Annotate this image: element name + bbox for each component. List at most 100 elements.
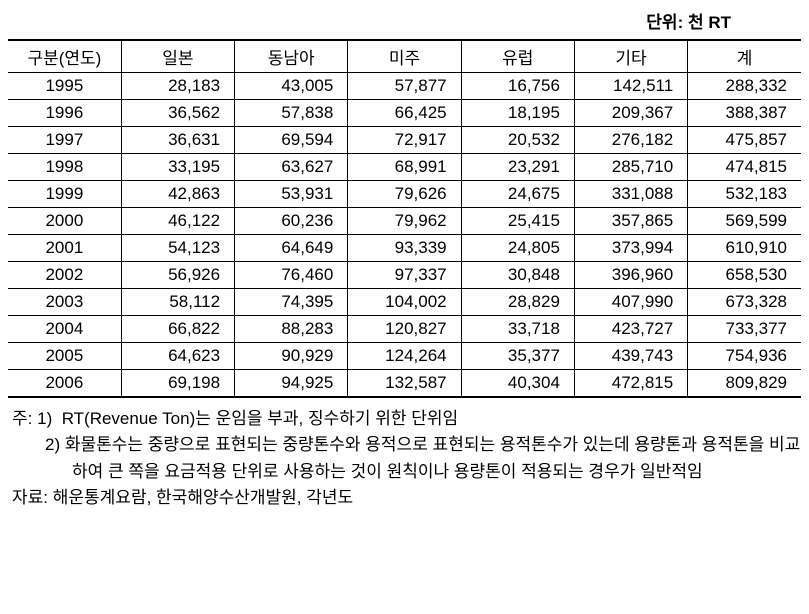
table-cell: 69,198 xyxy=(121,370,234,398)
table-cell: 36,562 xyxy=(121,100,234,127)
table-cell: 2004 xyxy=(8,316,121,343)
table-cell: 24,805 xyxy=(461,235,574,262)
table-cell: 474,815 xyxy=(688,154,801,181)
table-cell: 74,395 xyxy=(235,289,348,316)
table-cell: 57,838 xyxy=(235,100,348,127)
table-cell: 1997 xyxy=(8,127,121,154)
table-cell: 93,339 xyxy=(348,235,461,262)
table-cell: 33,718 xyxy=(461,316,574,343)
table-cell: 42,863 xyxy=(121,181,234,208)
footnote2-number: 2) xyxy=(45,435,60,454)
table-cell: 2002 xyxy=(8,262,121,289)
table-row: 199736,63169,59472,91720,532276,182475,8… xyxy=(8,127,801,154)
table-row: 200154,12364,64993,33924,805373,994610,9… xyxy=(8,235,801,262)
table-cell: 673,328 xyxy=(688,289,801,316)
table-cell: 1999 xyxy=(8,181,121,208)
table-row: 199636,56257,83866,42518,195209,367388,3… xyxy=(8,100,801,127)
table-cell: 472,815 xyxy=(574,370,687,398)
table-row: 200466,82288,283120,82733,718423,727733,… xyxy=(8,316,801,343)
table-cell: 58,112 xyxy=(121,289,234,316)
table-cell: 124,264 xyxy=(348,343,461,370)
footnote2-text: 화물톤수는 중량으로 표현되는 중량톤수와 용적으로 표현되는 용적톤수가 있는… xyxy=(65,435,800,480)
table-cell: 1996 xyxy=(8,100,121,127)
table-cell: 28,183 xyxy=(121,73,234,100)
table-cell: 423,727 xyxy=(574,316,687,343)
table-cell: 104,002 xyxy=(348,289,461,316)
table-row: 199833,19563,62768,99123,291285,710474,8… xyxy=(8,154,801,181)
table-cell: 120,827 xyxy=(348,316,461,343)
footnotes: 주: 1) RT(Revenue Ton)는 운임을 부과, 징수하기 위한 단… xyxy=(8,406,801,511)
table-cell: 809,829 xyxy=(688,370,801,398)
table-cell: 18,195 xyxy=(461,100,574,127)
col-header-japan: 일본 xyxy=(121,40,234,73)
table-cell: 357,865 xyxy=(574,208,687,235)
table-cell: 1998 xyxy=(8,154,121,181)
table-cell: 288,332 xyxy=(688,73,801,100)
table-cell: 475,857 xyxy=(688,127,801,154)
table-cell: 285,710 xyxy=(574,154,687,181)
table-cell: 43,005 xyxy=(235,73,348,100)
table-row: 200358,11274,395104,00228,829407,990673,… xyxy=(8,289,801,316)
table-cell: 142,511 xyxy=(574,73,687,100)
table-cell: 94,925 xyxy=(235,370,348,398)
table-cell: 331,088 xyxy=(574,181,687,208)
table-cell: 64,623 xyxy=(121,343,234,370)
table-cell: 16,756 xyxy=(461,73,574,100)
table-cell: 35,377 xyxy=(461,343,574,370)
source-prefix: 자료: xyxy=(12,488,48,507)
table-cell: 57,877 xyxy=(348,73,461,100)
table-cell: 532,183 xyxy=(688,181,801,208)
table-row: 199942,86353,93179,62624,675331,088532,1… xyxy=(8,181,801,208)
table-cell: 40,304 xyxy=(461,370,574,398)
table-cell: 28,829 xyxy=(461,289,574,316)
col-header-total: 계 xyxy=(688,40,801,73)
col-header-europe: 유럽 xyxy=(461,40,574,73)
table-cell: 754,936 xyxy=(688,343,801,370)
table-cell: 76,460 xyxy=(235,262,348,289)
table-cell: 60,236 xyxy=(235,208,348,235)
table-cell: 66,822 xyxy=(121,316,234,343)
table-cell: 72,917 xyxy=(348,127,461,154)
table-cell: 439,743 xyxy=(574,343,687,370)
table-cell: 209,367 xyxy=(574,100,687,127)
col-header-southeast-asia: 동남아 xyxy=(235,40,348,73)
table-cell: 46,122 xyxy=(121,208,234,235)
col-header-other: 기타 xyxy=(574,40,687,73)
unit-label: 단위: 천 RT xyxy=(8,8,801,33)
footnote-prefix: 주: xyxy=(12,409,32,428)
table-row: 200564,62390,929124,26435,377439,743754,… xyxy=(8,343,801,370)
table-cell: 88,283 xyxy=(235,316,348,343)
footnote1-text: RT(Revenue Ton)는 운임을 부과, 징수하기 위한 단위임 xyxy=(62,409,459,428)
table-cell: 97,337 xyxy=(348,262,461,289)
table-cell: 373,994 xyxy=(574,235,687,262)
cargo-table: 구분(연도) 일본 동남아 미주 유럽 기타 계 199528,18343,00… xyxy=(8,39,801,398)
table-cell: 396,960 xyxy=(574,262,687,289)
table-cell: 53,931 xyxy=(235,181,348,208)
table-cell: 407,990 xyxy=(574,289,687,316)
table-cell: 66,425 xyxy=(348,100,461,127)
table-row: 200669,19894,925132,58740,304472,815809,… xyxy=(8,370,801,398)
table-header-row: 구분(연도) 일본 동남아 미주 유럽 기타 계 xyxy=(8,40,801,73)
table-cell: 610,910 xyxy=(688,235,801,262)
table-cell: 1995 xyxy=(8,73,121,100)
table-row: 200256,92676,46097,33730,848396,960658,5… xyxy=(8,262,801,289)
table-cell: 2005 xyxy=(8,343,121,370)
table-cell: 79,962 xyxy=(348,208,461,235)
table-cell: 2000 xyxy=(8,208,121,235)
table-cell: 733,377 xyxy=(688,316,801,343)
table-cell: 569,599 xyxy=(688,208,801,235)
table-cell: 20,532 xyxy=(461,127,574,154)
table-cell: 68,991 xyxy=(348,154,461,181)
table-cell: 54,123 xyxy=(121,235,234,262)
table-cell: 79,626 xyxy=(348,181,461,208)
footnote1-number: 1) xyxy=(37,409,52,428)
table-cell: 90,929 xyxy=(235,343,348,370)
table-cell: 30,848 xyxy=(461,262,574,289)
table-row: 199528,18343,00557,87716,756142,511288,3… xyxy=(8,73,801,100)
table-cell: 276,182 xyxy=(574,127,687,154)
col-header-year: 구분(연도) xyxy=(8,40,121,73)
table-cell: 63,627 xyxy=(235,154,348,181)
table-cell: 2003 xyxy=(8,289,121,316)
table-cell: 658,530 xyxy=(688,262,801,289)
table-cell: 69,594 xyxy=(235,127,348,154)
